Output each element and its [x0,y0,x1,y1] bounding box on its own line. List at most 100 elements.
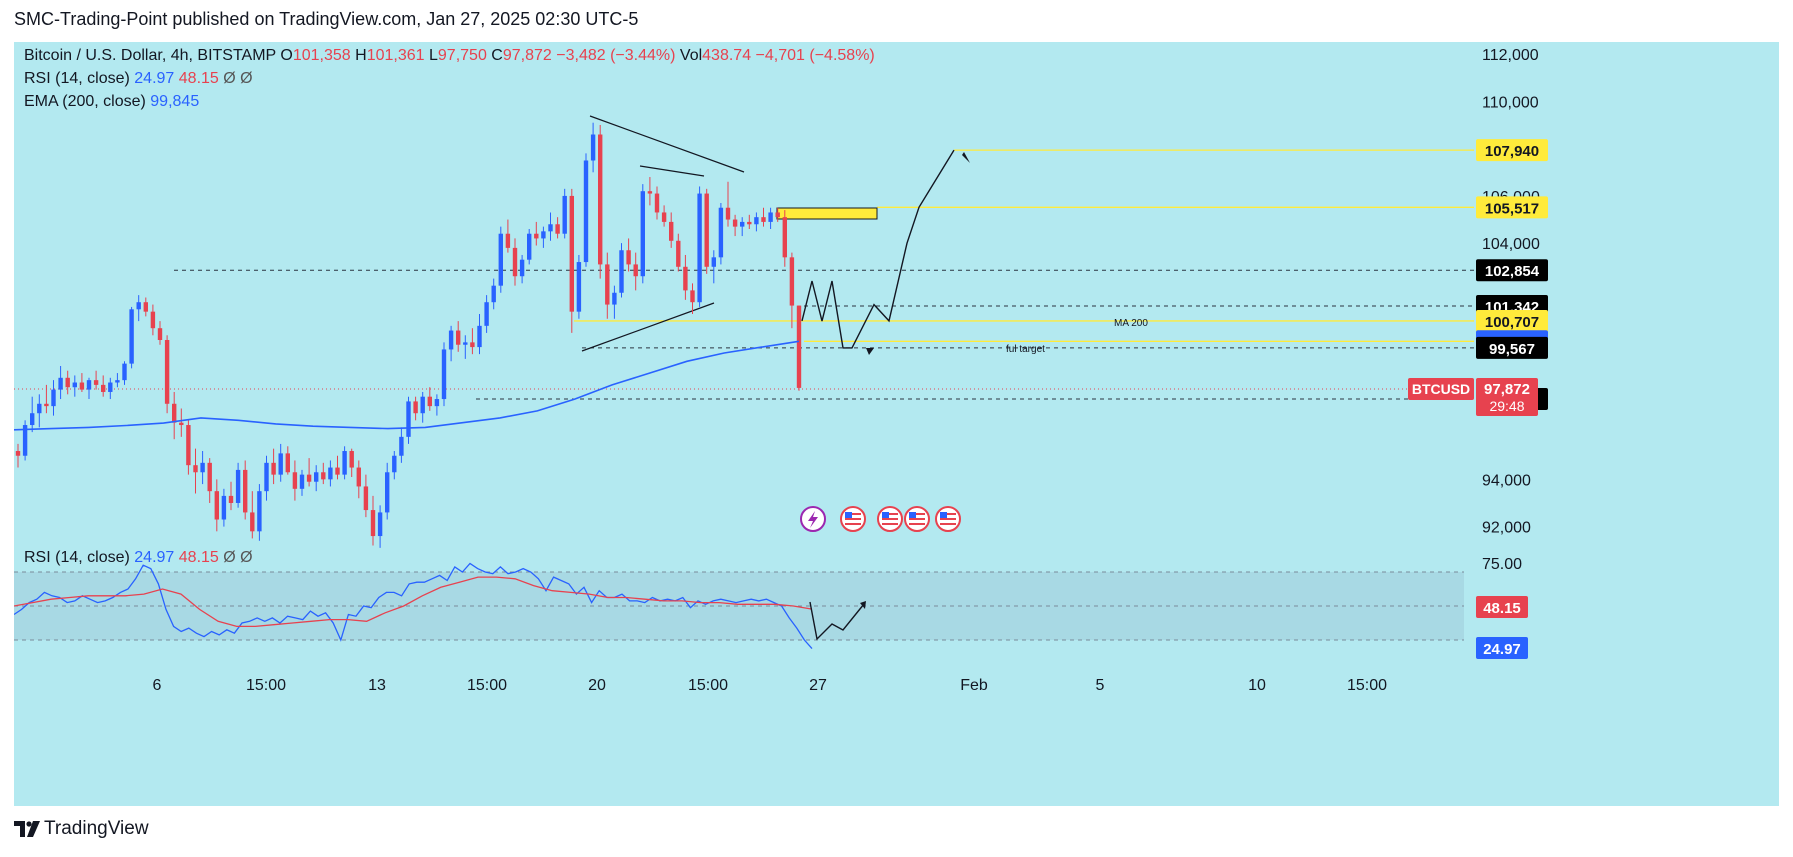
candle [86,377,92,400]
candle [328,460,333,487]
level-badge[interactable]: 105,517 [1476,196,1548,219]
projected-path-arrow[interactable] [801,149,955,349]
candle [250,491,255,539]
tradingview-brand: TradingView [44,818,149,839]
x-axis-tick: 20 [588,677,606,694]
candle [427,387,432,411]
candle [448,325,454,362]
candle [30,396,35,433]
candle [186,420,191,475]
candle [122,361,127,385]
x-axis-tick: 10 [1248,677,1266,694]
supply-zone-box[interactable] [776,207,878,220]
projection-arrowhead-down [866,348,874,355]
candle [782,210,787,267]
candle [477,314,482,355]
symbol-name: Bitcoin / U.S. Dollar, 4h, BITSTAMP [24,47,276,64]
candle [683,254,688,300]
btcusd-price-badge[interactable]: BTCUSD 97,872 29:48 [1408,378,1538,416]
candle [115,373,120,388]
ema-value: 99,845 [150,93,200,110]
us-flag-icon[interactable] [904,506,930,532]
low-value: 97,750 [437,47,487,64]
rsi-ma-badge[interactable]: 48.15 [1476,596,1528,618]
low-label: L [429,47,438,64]
candle [108,377,113,400]
x-axis-tick: 13 [368,677,386,694]
ema-legend[interactable]: EMA (200, close) 99,845 [24,93,199,111]
level-badge[interactable]: 99,567 [1476,336,1548,359]
tradingview-logo-icon [14,821,40,837]
candle [470,328,475,355]
symbol-legend[interactable]: Bitcoin / U.S. Dollar, 4h, BITSTAMP O101… [24,47,875,65]
candle [93,370,99,390]
x-axis-tick: 6 [153,677,162,694]
candle [647,177,653,206]
x-axis-tick: 15:00 [1347,677,1387,694]
candle [370,495,376,546]
candle [690,283,695,315]
change-value: −3,482 (−3.44%) [556,47,676,64]
high-label: H [355,47,367,64]
svg-text:48.15: 48.15 [1483,600,1521,617]
rsi-pane-ma-value: 48.15 [178,549,219,566]
rsi-pane-value: 24.97 [134,549,175,566]
volume-value: 438.74 [702,47,752,64]
null-value-1: Ø [223,70,236,87]
y-axis-tick: 104,000 [1482,236,1540,253]
candle [747,214,752,229]
level-badge[interactable]: 102,854 [1476,259,1548,282]
candle [79,373,85,392]
candle [392,451,397,480]
x-axis-tick: 5 [1096,677,1105,694]
candle [349,448,354,477]
candle [101,375,106,397]
lightning-icon[interactable] [800,506,826,532]
candle [44,384,49,414]
rsi-legend-top[interactable]: RSI (14, close) 24.97 48.15 Ø Ø [24,70,253,88]
candle [228,481,234,511]
candle [605,252,610,319]
close-label: C [491,47,503,64]
event-icons[interactable] [800,506,961,532]
candle [157,321,163,345]
x-axis-tick: 15:00 [688,677,728,694]
candle [285,446,290,475]
y-axis-tick: 110,000 [1482,94,1539,111]
candle [640,184,645,284]
svg-text:24.97: 24.97 [1483,641,1521,658]
candle [463,335,468,359]
candle [711,250,716,284]
candle [356,460,361,499]
rsi-value: 24.97 [134,70,175,87]
candle [335,455,340,480]
candle [669,212,674,248]
candle [235,462,241,508]
level-badge[interactable]: 107,940 [1476,139,1548,162]
level-badge[interactable]: 100,707 [1476,309,1548,332]
rsi-legend-pane[interactable]: RSI (14, close) 24.97 48.15 Ø Ø [24,549,253,567]
candle [555,217,560,239]
candle [491,278,496,310]
us-flag-icon[interactable] [840,506,866,532]
volume-label: Vol [679,47,703,64]
candle [718,203,724,265]
candle [399,427,404,463]
ema-label: EMA (200, close) [24,93,146,110]
us-flag-icon[interactable] [935,506,961,532]
us-flag-icon[interactable] [877,506,903,532]
high-value: 101,361 [366,47,425,64]
candle [612,285,617,319]
rsi-value-badge[interactable]: 24.97 [1476,637,1528,659]
candle [434,394,440,416]
close-value: 97,872 [502,47,552,64]
chart-frame[interactable] [14,42,1779,806]
rsi-projection-arrow[interactable] [809,601,865,641]
candle [363,474,369,518]
tradingview-footer[interactable]: TradingView [14,818,149,840]
chart-canvas[interactable]: MA 200 ful target 92,000 94,000 104,000 10 6… [14,42,1779,806]
candle [299,469,305,496]
candle [732,214,738,237]
candle [413,396,418,421]
candle [583,153,589,267]
